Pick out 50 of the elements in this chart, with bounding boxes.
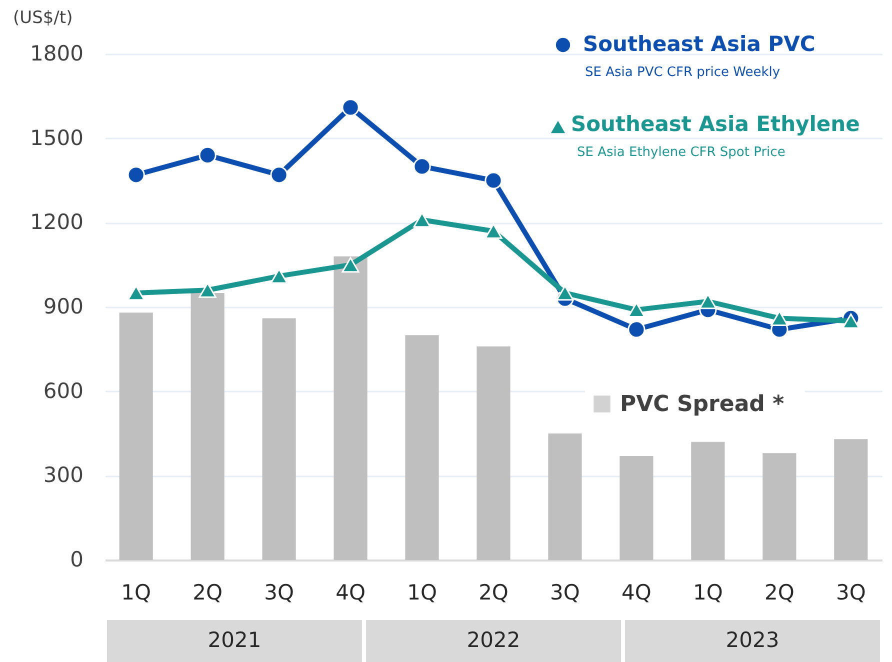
bar bbox=[620, 456, 654, 560]
bar bbox=[119, 312, 153, 560]
point bbox=[127, 166, 145, 184]
x-tick-label: 3Q bbox=[836, 580, 866, 604]
bar bbox=[405, 335, 439, 560]
point bbox=[628, 320, 646, 338]
x-tick-label: 3Q bbox=[550, 580, 580, 604]
x-tick-label: 1Q bbox=[121, 580, 152, 604]
y-tick-label: 1800 bbox=[30, 42, 84, 66]
text: 2022 bbox=[466, 628, 520, 652]
x-tick-label: 3Q bbox=[264, 580, 294, 604]
legend-label: Southeast Asia PVC bbox=[583, 32, 816, 56]
annotation: SE Asia Ethylene CFR Spot Price bbox=[577, 145, 786, 160]
y-tick-label: 600 bbox=[43, 378, 84, 403]
point bbox=[484, 172, 502, 190]
x-tick-label: 4Q bbox=[336, 580, 366, 604]
point bbox=[270, 166, 288, 184]
x-tick-label: 2Q bbox=[192, 580, 223, 604]
point bbox=[198, 146, 216, 164]
text: 2023 bbox=[726, 628, 780, 652]
y-tick-label: 1200 bbox=[30, 210, 84, 234]
x-tick-label: 2Q bbox=[764, 580, 794, 604]
bar bbox=[190, 292, 224, 560]
bar bbox=[262, 318, 296, 560]
point bbox=[628, 302, 646, 318]
point bbox=[342, 98, 360, 116]
y-tick-label: 900 bbox=[43, 294, 84, 318]
y-tick-label: 0 bbox=[70, 548, 84, 572]
bar bbox=[334, 256, 368, 560]
bar bbox=[834, 439, 868, 560]
y-tick-label: 1500 bbox=[30, 126, 84, 150]
bar bbox=[548, 434, 582, 560]
bar bbox=[762, 453, 796, 560]
x-tick-label: 1Q bbox=[407, 580, 437, 604]
annotation: SE Asia PVC CFR price Weekly bbox=[585, 65, 780, 80]
y-axis-title: (US$/t) bbox=[13, 8, 73, 28]
x-tick-label: 2Q bbox=[478, 580, 508, 604]
y-tick-label: 300 bbox=[43, 463, 84, 488]
text: 2021 bbox=[208, 628, 262, 652]
x-tick-label: 4Q bbox=[622, 580, 652, 604]
point bbox=[413, 158, 431, 176]
bar bbox=[691, 442, 725, 560]
point bbox=[842, 313, 860, 329]
point bbox=[484, 223, 502, 239]
x-tick-label: 1Q bbox=[693, 580, 723, 604]
point bbox=[770, 310, 788, 326]
point bbox=[342, 257, 360, 273]
legend-label: PVC Spread * bbox=[620, 392, 785, 417]
legend-label: Southeast Asia Ethylene bbox=[571, 112, 860, 136]
bar bbox=[476, 346, 510, 560]
